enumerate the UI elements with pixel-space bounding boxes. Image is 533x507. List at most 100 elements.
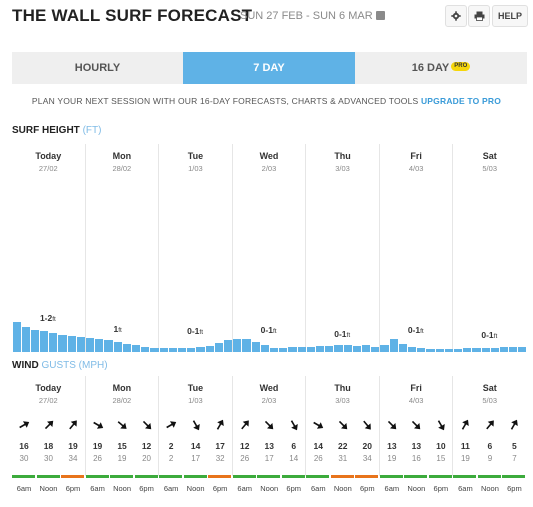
surf-height-unit-label: ft — [272, 327, 277, 335]
wind-slot: 5 7 6pm — [502, 376, 526, 495]
day-column[interactable]: Mon 28/02 — [86, 144, 160, 352]
surf-height-value: 0-1 — [407, 325, 421, 336]
day-date: 5/03 — [482, 396, 497, 405]
time-label: 6pm — [286, 484, 301, 493]
surf-bar — [49, 333, 58, 352]
wind-arrow-icon — [412, 420, 421, 430]
wind-arrow-icon — [437, 420, 445, 431]
wind-arrow-icon — [117, 421, 127, 429]
wind-slot: 13 19 6am — [379, 376, 404, 495]
wind-day-column: Fri 4/03 — [380, 376, 454, 476]
day-column[interactable]: Sat 5/03 — [453, 144, 526, 352]
surf-height-title: SURF HEIGHT — [12, 125, 80, 136]
surf-height-unit-label: ft — [199, 328, 204, 336]
day-date: 28/02 — [112, 396, 132, 405]
surf-bar — [132, 345, 141, 352]
surf-bar — [159, 348, 168, 352]
wind-speed: 16 — [19, 441, 29, 451]
day-date: 1/03 — [188, 164, 203, 173]
surf-bar — [260, 345, 269, 352]
day-column[interactable]: Fri 4/03 — [380, 144, 454, 352]
upgrade-promo: PLAN YOUR NEXT SESSION WITH OUR 16-DAY F… — [0, 96, 533, 106]
surf-height-unit-label: ft — [52, 316, 56, 323]
surf-height-value: 0-1 — [260, 324, 273, 335]
day-column[interactable]: Today 27/02 — [12, 144, 86, 352]
wind-arrow-icon — [19, 421, 30, 429]
time-label: Noon — [186, 484, 205, 493]
surf-bar — [453, 349, 463, 352]
surf-bar — [251, 341, 260, 352]
surf-bar — [306, 346, 315, 352]
surf-bar — [426, 349, 435, 352]
surf-bar — [113, 341, 122, 352]
wind-rating-bar — [61, 475, 84, 478]
wind-slot: 13 16 Noon — [404, 376, 428, 495]
day-name: Fri — [410, 383, 422, 393]
day-column[interactable]: Tue 1/03 — [159, 144, 233, 352]
tab-7-day[interactable]: 7 DAY — [183, 52, 355, 84]
time-label: Noon — [113, 484, 132, 493]
surf-bar — [86, 337, 95, 352]
surf-height-label: 0-1ft — [261, 325, 277, 335]
wind-arrow-icon — [216, 419, 224, 430]
surf-bar — [463, 348, 472, 352]
surf-bar — [122, 343, 132, 352]
wind-arrow-icon — [166, 421, 177, 429]
day-date: 3/03 — [335, 164, 350, 173]
print-button[interactable] — [468, 5, 490, 27]
wind-slot: 12 26 6am — [232, 376, 257, 495]
wind-speed: 15 — [117, 441, 127, 451]
upgrade-link[interactable]: UPGRADE TO PRO — [420, 96, 502, 106]
surf-height-chart: Today 27/02 Mon 28/02 Tue 1/03 Wed 2/03 Thu 3/03 F… — [12, 144, 527, 352]
date-range[interactable]: SUN 27 FEB - SUN 6 MAR — [240, 10, 385, 22]
surf-bar — [279, 347, 288, 352]
day-date: 4/03 — [408, 164, 424, 173]
settings-button[interactable] — [445, 5, 467, 27]
day-date: 27/02 — [38, 164, 58, 173]
tab-hourly-label: HOURLY — [74, 62, 121, 74]
surf-bar — [380, 345, 389, 352]
time-label: Noon — [407, 484, 426, 493]
wind-rating-bar — [306, 475, 330, 478]
day-column[interactable]: Wed 2/03 — [233, 144, 307, 352]
tab-16-day[interactable]: 16 DAY PRO — [355, 52, 527, 84]
day-name: Tue — [187, 383, 204, 393]
surf-bar — [499, 347, 509, 352]
wind-gust: 17 — [191, 454, 201, 463]
surf-bar — [407, 346, 417, 352]
time-label: 6am — [163, 484, 179, 493]
surf-bar — [315, 346, 325, 352]
surf-bar — [472, 347, 481, 352]
wind-gust: 26 — [240, 454, 250, 463]
wind-slot: 6 14 6pm — [281, 376, 306, 495]
time-label: 6am — [16, 484, 32, 493]
wind-day-column: Tue 1/03 — [159, 376, 233, 476]
surf-bar — [58, 334, 67, 352]
wind-gust: 34 — [68, 454, 78, 463]
surf-bar — [297, 346, 306, 352]
surf-bar — [95, 338, 104, 352]
help-button[interactable]: HELP — [492, 5, 528, 27]
date-range-text: SUN 27 FEB - SUN 6 MAR — [240, 10, 373, 22]
wind-gust: 19 — [117, 454, 127, 463]
time-label: 6pm — [212, 484, 228, 493]
wind-rating-bar — [183, 475, 207, 478]
wind-arrow-icon — [92, 421, 103, 429]
gear-icon — [451, 11, 461, 21]
surf-bar — [270, 348, 279, 352]
surf-bar — [242, 339, 251, 352]
day-name: Tue — [187, 151, 204, 161]
day-column[interactable]: Thu 3/03 — [306, 144, 380, 352]
tab-hourly[interactable]: HOURLY — [12, 52, 183, 84]
surf-bar — [325, 346, 334, 352]
time-label: 6pm — [359, 484, 375, 493]
wind-arrow-icon — [44, 420, 53, 430]
page-header: THE WALL SURF FORECAST SUN 27 FEB - SUN … — [12, 5, 528, 27]
wind-heading: WIND GUSTS (MPH) — [12, 360, 108, 371]
wind-rating-bar — [232, 475, 256, 478]
surf-bar — [12, 322, 21, 352]
wind-slot: 12 20 6pm — [134, 376, 159, 495]
day-name: Fri — [410, 151, 422, 161]
time-label: 6am — [458, 484, 473, 493]
wind-arrow-icon — [142, 420, 151, 430]
